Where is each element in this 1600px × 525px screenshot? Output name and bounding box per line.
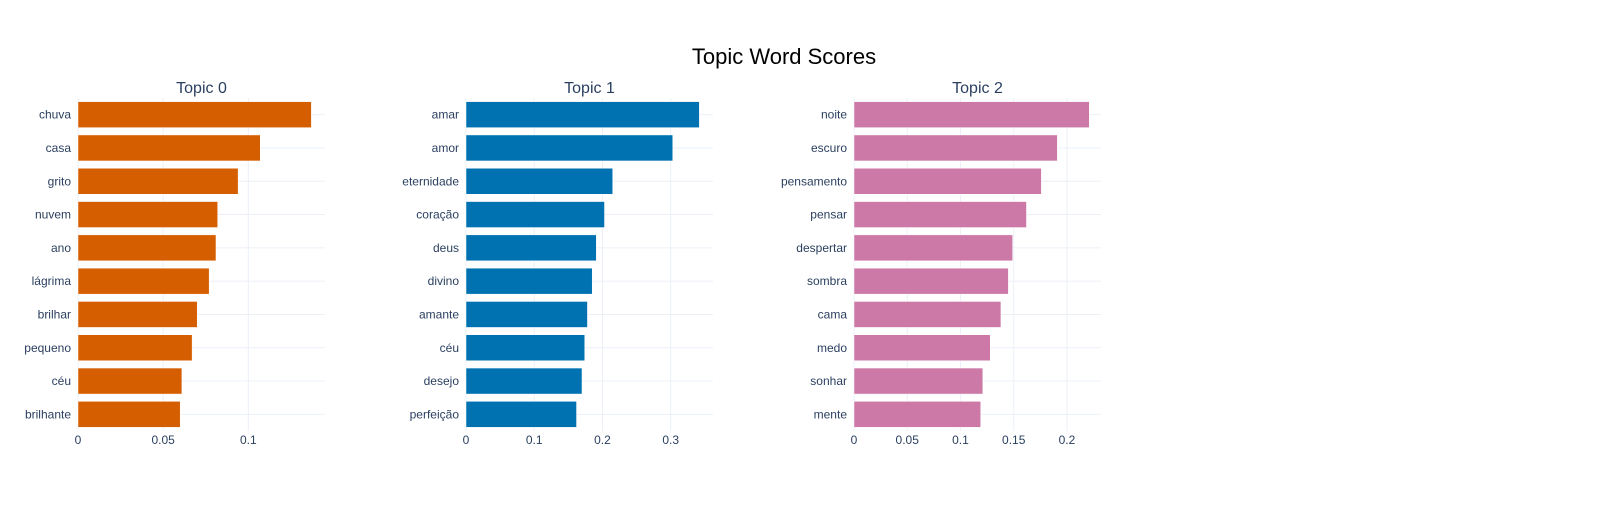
- bar-pensamento: [853, 168, 1042, 195]
- bar-sombra: [853, 267, 1009, 295]
- bar-cama: [853, 301, 1002, 328]
- x-tick-label: 0.3: [662, 433, 679, 447]
- category-label: amar: [432, 108, 459, 122]
- bar-pensar: [853, 201, 1027, 228]
- bar-noite: [853, 101, 1090, 128]
- category-label: desejo: [424, 374, 460, 388]
- x-tick-label: 0.05: [896, 433, 920, 447]
- category-label: céu: [52, 374, 71, 388]
- bar-eternidade: [465, 168, 613, 195]
- x-tick-label: 0.15: [1002, 433, 1026, 447]
- category-label: casa: [46, 141, 72, 155]
- category-label: noite: [821, 108, 847, 122]
- x-tick-label: 0.1: [240, 433, 257, 447]
- bar-perfeição: [465, 401, 577, 428]
- bar-céu: [77, 367, 183, 395]
- bar-amante: [465, 301, 588, 328]
- bar-escuro: [853, 134, 1058, 162]
- category-label: cama: [818, 307, 848, 321]
- category-label: mente: [814, 407, 848, 421]
- category-label: brilhante: [25, 407, 71, 421]
- category-label: brilhar: [38, 307, 71, 321]
- x-tick-label: 0: [463, 433, 470, 447]
- bar-ano: [77, 234, 217, 262]
- category-label: chuva: [39, 108, 71, 122]
- bar-céu: [465, 334, 585, 361]
- category-label: escuro: [811, 141, 847, 155]
- bar-grito: [77, 168, 239, 195]
- subplot-title: Topic 2: [952, 80, 1003, 97]
- category-label: céu: [440, 341, 459, 355]
- bar-nuvem: [77, 201, 218, 228]
- bar-brilhante: [77, 401, 181, 428]
- category-label: nuvem: [35, 208, 71, 222]
- category-label: amor: [432, 141, 459, 155]
- bar-pequeno: [77, 334, 193, 361]
- subplot-title: Topic 0: [176, 80, 227, 97]
- category-label: ano: [51, 241, 71, 255]
- category-label: pequeno: [24, 341, 71, 355]
- category-label: amante: [419, 307, 459, 321]
- x-tick-label: 0: [851, 433, 858, 447]
- bar-casa: [77, 134, 261, 162]
- bar-despertar: [853, 234, 1013, 262]
- category-label: coração: [416, 208, 459, 222]
- subplot-topic-1: Topic 1 amar amor eternidade coração deus divi…: [402, 80, 713, 447]
- category-label: divino: [428, 274, 460, 288]
- subplot-topic-2: Topic 2 noite escuro pensamento pensar desper…: [781, 80, 1101, 447]
- bar-amor: [465, 134, 673, 162]
- bar-desejo: [465, 367, 583, 395]
- x-tick-label: 0.1: [526, 433, 543, 447]
- category-label: eternidade: [402, 174, 459, 188]
- category-label: lágrima: [32, 274, 72, 288]
- category-label: medo: [817, 341, 847, 355]
- x-tick-label: 0.1: [952, 433, 969, 447]
- category-label: despertar: [796, 241, 847, 255]
- category-label: sonhar: [810, 374, 847, 388]
- subplot-topic-0: Topic 0 chuva casa grito nuvem ano lágrima bril…: [24, 80, 325, 447]
- category-label: grito: [48, 174, 72, 188]
- x-tick-label: 0.2: [594, 433, 611, 447]
- bar-sonhar: [853, 367, 984, 395]
- bar-deus: [465, 234, 597, 262]
- bar-lágrima: [77, 267, 210, 295]
- bar-mente: [853, 401, 981, 428]
- bar-medo: [853, 334, 991, 361]
- x-tick-label: 0.2: [1059, 433, 1076, 447]
- x-tick-label: 0.05: [151, 433, 175, 447]
- x-tick-label: 0: [75, 433, 82, 447]
- bar-amar: [465, 101, 700, 128]
- category-label: sombra: [807, 274, 847, 288]
- chart-title: Topic Word Scores: [692, 44, 876, 69]
- bar-chuva: [77, 101, 312, 128]
- category-label: pensamento: [781, 174, 847, 188]
- bar-coração: [465, 201, 605, 228]
- subplot-title: Topic 1: [564, 80, 615, 97]
- bar-brilhar: [77, 301, 198, 328]
- category-label: pensar: [810, 208, 847, 222]
- bar-divino: [465, 267, 593, 295]
- category-label: deus: [433, 241, 459, 255]
- category-label: perfeição: [410, 407, 460, 421]
